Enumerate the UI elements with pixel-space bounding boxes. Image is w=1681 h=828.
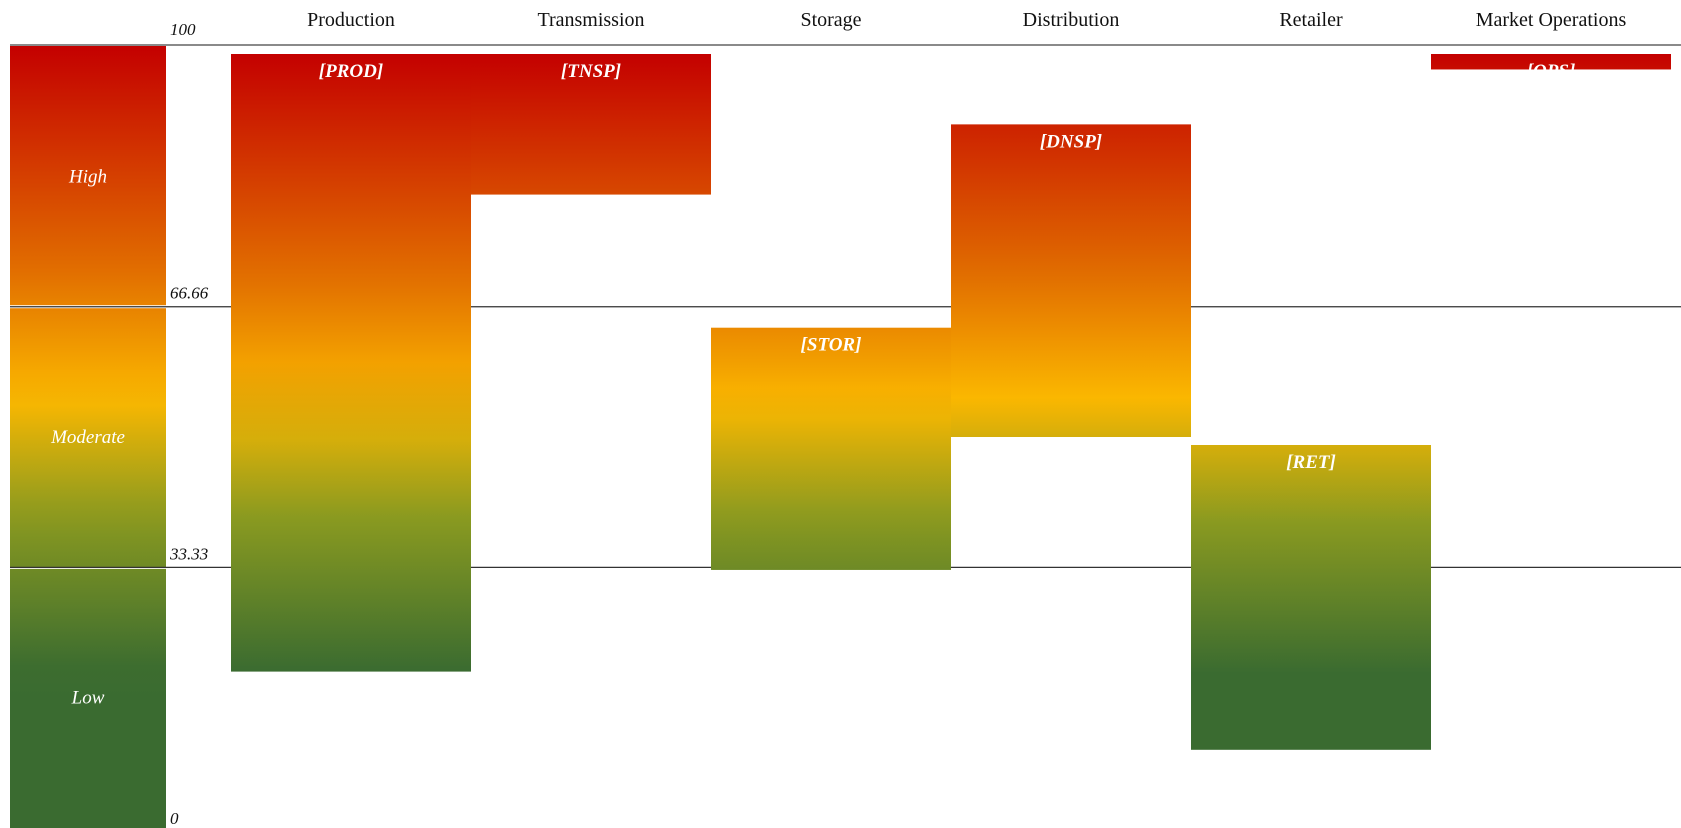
scale-band-label: Low xyxy=(71,688,105,709)
bar-production xyxy=(231,54,471,672)
category-label: Distribution xyxy=(1023,9,1120,31)
bar-label: [DNSP] xyxy=(1040,131,1102,152)
bar-label: [PROD] xyxy=(319,61,383,82)
bar-transmission xyxy=(471,54,711,195)
bars: [PROD] [TNSP] [STOR] [DNSP] [RET] [OPS] xyxy=(231,54,1671,750)
bar-label: [OPS] xyxy=(1527,61,1576,82)
scale-band-label: High xyxy=(68,166,107,187)
y-tick-label: 0 xyxy=(170,809,179,828)
bar-label: [TNSP] xyxy=(561,61,621,82)
category-label: Retailer xyxy=(1279,9,1343,31)
y-tick-label: 33.33 xyxy=(169,544,208,563)
bar-distribution xyxy=(951,124,1191,437)
category-label: Transmission xyxy=(537,9,644,31)
category-label: Market Operations xyxy=(1476,9,1627,31)
y-tick-label: 66.66 xyxy=(170,284,209,303)
risk-scale: High Moderate Low 100 66.66 33.33 0 xyxy=(10,20,209,828)
scale-band-label: Moderate xyxy=(50,427,125,448)
y-tick-label: 100 xyxy=(170,20,196,39)
category-label: Storage xyxy=(800,9,861,31)
bar-retailer xyxy=(1191,445,1431,750)
bar-market-operations xyxy=(1431,54,1671,70)
bar-label: [STOR] xyxy=(801,335,862,356)
category-labels: Production Transmission Storage Distributio… xyxy=(307,9,1626,31)
category-label: Production xyxy=(307,9,395,31)
scale-band-moderate xyxy=(10,308,166,568)
bar-storage xyxy=(711,327,951,570)
scale-band-high xyxy=(10,46,166,306)
bar-label: [RET] xyxy=(1286,452,1336,473)
scale-band-low xyxy=(10,568,166,828)
